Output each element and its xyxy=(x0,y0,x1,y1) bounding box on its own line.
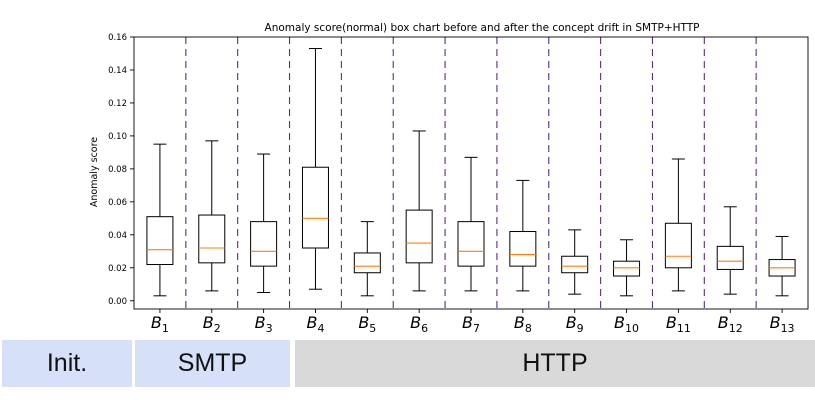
x-tick-label: B3 xyxy=(255,313,273,335)
box-8 xyxy=(509,179,537,292)
box-chart: Anomaly score(normal) box chart before a… xyxy=(89,22,809,335)
x-ticks: B1 B2 B3 B4 B5 B6 B7 B8 B9 B10 B11 B12 B13 xyxy=(151,309,795,335)
x-tick-label: B13 xyxy=(770,313,795,335)
plot-frame xyxy=(133,36,809,310)
x-tick-label: B10 xyxy=(614,313,639,335)
phase-http: HTTP xyxy=(295,340,815,387)
box-4 xyxy=(301,48,329,290)
box-9 xyxy=(561,229,589,295)
iqr-box xyxy=(250,221,278,267)
box-5 xyxy=(353,221,381,297)
y-tick-label: 0.04 xyxy=(108,231,127,241)
iqr-box xyxy=(561,255,589,274)
chart-svg: Anomaly score(normal) box chart before a… xyxy=(89,22,809,335)
iqr-box xyxy=(353,252,381,274)
iqr-box xyxy=(664,222,692,269)
x-tick-label: B9 xyxy=(566,313,584,335)
box-7 xyxy=(457,156,485,292)
y-tick-label: 0.06 xyxy=(108,198,127,208)
y-tick-label: 0.10 xyxy=(108,132,127,142)
box-2 xyxy=(198,140,226,292)
iqr-box xyxy=(301,166,329,249)
iqr-box xyxy=(405,209,433,264)
boxes xyxy=(146,48,796,297)
chart-title: Anomaly score(normal) box chart before a… xyxy=(265,22,700,34)
x-tick-label: B8 xyxy=(514,313,532,335)
box-12 xyxy=(716,206,744,295)
y-ticks: 0.00 0.02 0.04 0.06 0.08 0.10 0.12 0.14 0.16 xyxy=(108,33,134,307)
x-tick-label: B12 xyxy=(718,313,743,335)
y-axis-label: Anomaly score xyxy=(89,137,100,207)
phase-init: Init. xyxy=(2,340,132,387)
iqr-box xyxy=(146,216,174,265)
iqr-box xyxy=(457,221,485,267)
x-tick-label: B11 xyxy=(666,313,691,335)
iqr-box xyxy=(198,214,226,264)
box-1 xyxy=(146,143,174,297)
separator-lines xyxy=(185,37,757,309)
x-tick-label: B5 xyxy=(358,313,376,335)
phase-smtp-label: SMTP xyxy=(177,349,248,377)
y-tick-label: 0.12 xyxy=(108,99,127,109)
phase-smtp: SMTP xyxy=(135,340,290,387)
iqr-box xyxy=(716,245,744,270)
iqr-box xyxy=(613,260,641,277)
box-6 xyxy=(405,130,433,292)
phase-init-label: Init. xyxy=(46,349,88,377)
phase-http-label: HTTP xyxy=(522,349,588,377)
iqr-box xyxy=(509,231,537,267)
box-13 xyxy=(768,235,796,297)
box-11 xyxy=(664,158,692,292)
x-tick-label: B1 xyxy=(151,313,169,335)
y-tick-label: 0.16 xyxy=(108,33,127,43)
x-tick-label: B6 xyxy=(410,313,428,335)
y-tick-label: 0.00 xyxy=(108,297,127,307)
x-tick-label: B7 xyxy=(462,313,480,335)
x-tick-label: B2 xyxy=(203,313,221,335)
box-3 xyxy=(250,153,278,294)
box-10 xyxy=(613,239,641,297)
y-tick-label: 0.08 xyxy=(108,165,127,175)
y-tick-label: 0.14 xyxy=(108,66,127,76)
x-tick-label: B4 xyxy=(306,313,324,335)
y-tick-label: 0.02 xyxy=(108,264,127,274)
